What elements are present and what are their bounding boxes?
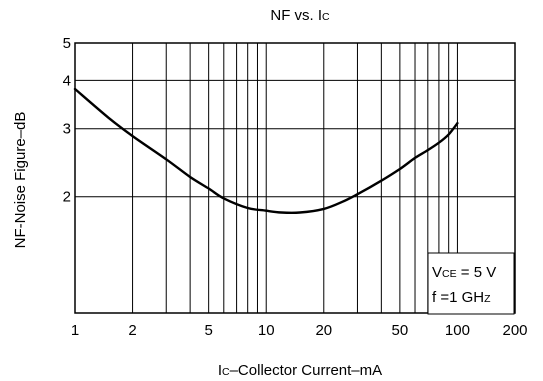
plot-frame: [74, 42, 516, 314]
x-tick-label: 2: [128, 322, 136, 339]
legend-freq: f =1 GHZ: [432, 289, 491, 306]
legend-vce: VCE = 5 V: [432, 264, 496, 281]
legend-box: [427, 252, 515, 315]
x-tick-label: 5: [204, 322, 212, 339]
x-tick-label: 200: [502, 322, 527, 339]
y-tick-label: 3: [63, 121, 71, 138]
x-tick-label: 10: [258, 322, 275, 339]
nf-curve: [73, 87, 459, 215]
y-axis-label: NF-Noise Figure–dB: [12, 112, 29, 249]
y-tick-label: 5: [63, 35, 71, 52]
condition-legend: VCE = 5 V f =1 GHZ: [427, 252, 515, 315]
x-tick-label: 100: [445, 322, 470, 339]
x-tick-labels: 1 2 5 10 20 50 100 200: [71, 322, 528, 339]
x-tick-label: 1: [71, 322, 79, 339]
y-tick-label: 2: [63, 189, 71, 206]
y-tick-labels: 2 3 4 5: [63, 35, 71, 206]
y-tick-label: 4: [63, 72, 71, 89]
x-tick-label: 20: [315, 322, 332, 339]
chart-title: NF vs. IC: [270, 7, 330, 24]
x-axis-label: IC–Collector Current–mA: [218, 362, 382, 379]
grid: [75, 43, 515, 313]
x-tick-label: 50: [392, 322, 409, 339]
